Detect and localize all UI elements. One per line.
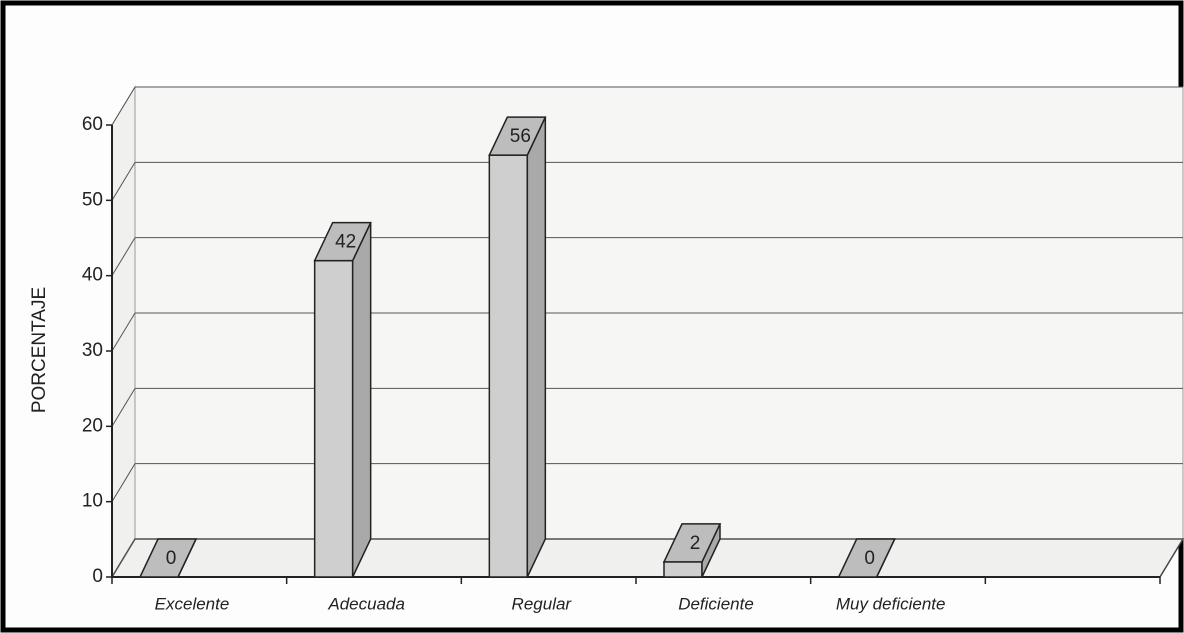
grid-line-side [111, 86, 136, 126]
grid-line-side [111, 312, 136, 352]
bar [837, 538, 896, 578]
grid-line-side [111, 388, 136, 427]
bar-front [488, 154, 529, 578]
y-tick-label: 20 [82, 415, 103, 436]
y-axis-label: PORCENTAJE [29, 287, 50, 413]
grid-line-side [111, 237, 136, 276]
y-tick-label: 0 [92, 566, 103, 587]
x-tick-label: Adecuada [327, 594, 405, 613]
grid-line-side [111, 162, 136, 201]
bar-side [351, 222, 372, 578]
bar-top [662, 523, 722, 563]
floor [110, 538, 1184, 578]
x-tick-label: Regular [512, 594, 573, 613]
grid-line-side [111, 463, 136, 502]
bar-front [313, 259, 354, 578]
value-label: 0 [166, 548, 177, 569]
value-label: 42 [335, 232, 356, 253]
x-tick-label: Excelente [155, 594, 230, 613]
grid-line-side [111, 538, 136, 578]
bar [138, 538, 198, 578]
y-tick-label: 50 [82, 189, 103, 210]
bar-front [663, 561, 703, 578]
value-label: 0 [864, 548, 875, 569]
value-label: 2 [690, 533, 701, 554]
bar-top [313, 221, 372, 262]
y-tick-label: 60 [82, 114, 103, 135]
value-label: 56 [510, 126, 531, 147]
bar [488, 116, 547, 578]
x-tick-label: Deficiente [678, 594, 754, 613]
y-tick-label: 10 [82, 491, 103, 512]
bar-top [837, 538, 896, 578]
bar-top [488, 116, 547, 156]
bar-side [526, 116, 547, 578]
bar-top [138, 538, 198, 578]
bar [313, 221, 372, 578]
x-tick-label: Muy deficiente [836, 594, 946, 613]
y-tick-label: 40 [82, 265, 103, 286]
bar [662, 523, 722, 578]
y-tick-label: 30 [82, 340, 103, 361]
